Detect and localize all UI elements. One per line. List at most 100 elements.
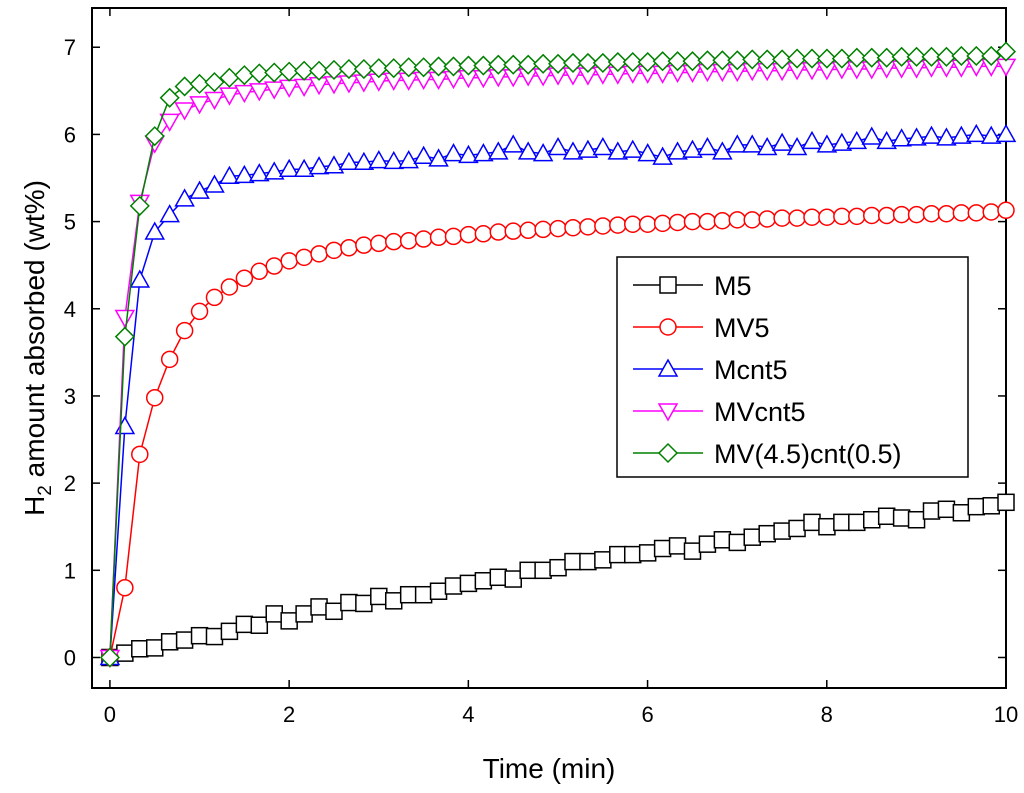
y-tick-label: 0	[64, 645, 76, 670]
data-point	[174, 102, 195, 121]
data-point	[459, 574, 478, 593]
data-point	[653, 539, 672, 558]
data-point	[205, 627, 224, 646]
data-point	[818, 517, 836, 536]
data-point	[876, 47, 897, 68]
data-point	[966, 123, 987, 143]
data-point	[235, 269, 254, 288]
data-point	[818, 208, 836, 226]
data-point	[428, 148, 449, 167]
data-point	[697, 136, 718, 156]
data-point	[773, 209, 791, 227]
data-point	[414, 585, 433, 604]
data-point	[534, 220, 552, 239]
data-point	[788, 209, 806, 227]
data-point	[131, 445, 149, 464]
data-point	[145, 639, 164, 657]
data-point	[325, 241, 343, 260]
data-point	[786, 48, 808, 69]
data-point	[848, 513, 866, 532]
series-MV5	[101, 201, 1015, 667]
data-point	[951, 125, 972, 144]
data-point	[279, 61, 300, 82]
y-tick-label: 2	[64, 471, 76, 496]
data-point	[803, 513, 821, 532]
series-M5	[101, 493, 1015, 667]
y-tick-label: 3	[64, 384, 76, 409]
legend-entry: Mcnt5	[633, 355, 788, 385]
data-point	[444, 577, 463, 595]
x-tick-label: 4	[462, 702, 474, 727]
data-point	[846, 130, 868, 150]
data-point	[280, 252, 298, 270]
data-point	[308, 60, 330, 81]
data-point	[728, 533, 747, 552]
data-point	[308, 156, 330, 175]
data-point	[831, 48, 852, 69]
data-point	[773, 522, 791, 540]
data-point	[652, 51, 673, 72]
data-point	[967, 204, 986, 222]
data-point	[683, 212, 702, 231]
data-point	[728, 211, 747, 229]
data-point	[861, 126, 883, 145]
data-point	[967, 497, 986, 516]
data-point	[429, 582, 448, 600]
data-point	[683, 542, 702, 560]
data-point	[922, 204, 941, 223]
data-point	[474, 225, 493, 243]
data-point	[264, 62, 285, 83]
data-point	[219, 87, 240, 106]
y-axis-title-rest: amount absorbed (wt%)	[19, 180, 50, 485]
data-point	[323, 59, 345, 80]
data-point	[861, 47, 882, 68]
data-point	[353, 151, 375, 171]
data-point	[235, 615, 254, 634]
data-point	[131, 640, 149, 658]
data-point	[562, 141, 584, 160]
data-point	[458, 55, 479, 76]
data-point	[190, 626, 209, 645]
data-point	[564, 218, 582, 237]
data-point	[338, 151, 360, 171]
legend-label: Mcnt5	[714, 355, 788, 385]
data-point	[579, 552, 597, 571]
data-point	[249, 63, 270, 84]
data-point	[398, 150, 419, 169]
data-point	[368, 58, 389, 79]
series-MV(4.5)cnt(0.5)	[99, 41, 1017, 668]
legend-label: MV(4.5)cnt(0.5)	[714, 439, 902, 469]
data-point	[713, 531, 732, 549]
data-point	[564, 552, 582, 571]
y-tick-label: 7	[64, 35, 76, 60]
data-point	[458, 144, 479, 164]
data-point	[982, 203, 1000, 221]
data-point	[293, 158, 315, 178]
data-point	[278, 158, 300, 178]
data-point	[547, 53, 569, 74]
data-point	[219, 67, 240, 88]
data-point	[579, 218, 597, 236]
data-point	[459, 225, 478, 244]
data-point	[637, 143, 658, 162]
data-point	[413, 57, 434, 78]
data-point	[816, 48, 837, 69]
data-point	[338, 58, 359, 80]
data-point	[547, 136, 569, 156]
data-point	[980, 125, 1002, 144]
data-point	[204, 174, 225, 193]
y-tick-label: 4	[64, 297, 76, 322]
data-point	[801, 130, 823, 150]
data-point	[504, 222, 522, 240]
data-point	[936, 127, 957, 146]
data-point	[355, 236, 373, 254]
data-point	[741, 134, 763, 153]
data-point	[220, 622, 239, 641]
data-point	[160, 633, 179, 651]
data-point	[758, 524, 776, 543]
data-point	[265, 605, 283, 623]
data-point	[966, 45, 987, 67]
y-axis-title: H2 amount absorbed (wt%)	[19, 180, 56, 516]
y-tick-label: 6	[64, 122, 76, 147]
data-point	[607, 141, 629, 160]
